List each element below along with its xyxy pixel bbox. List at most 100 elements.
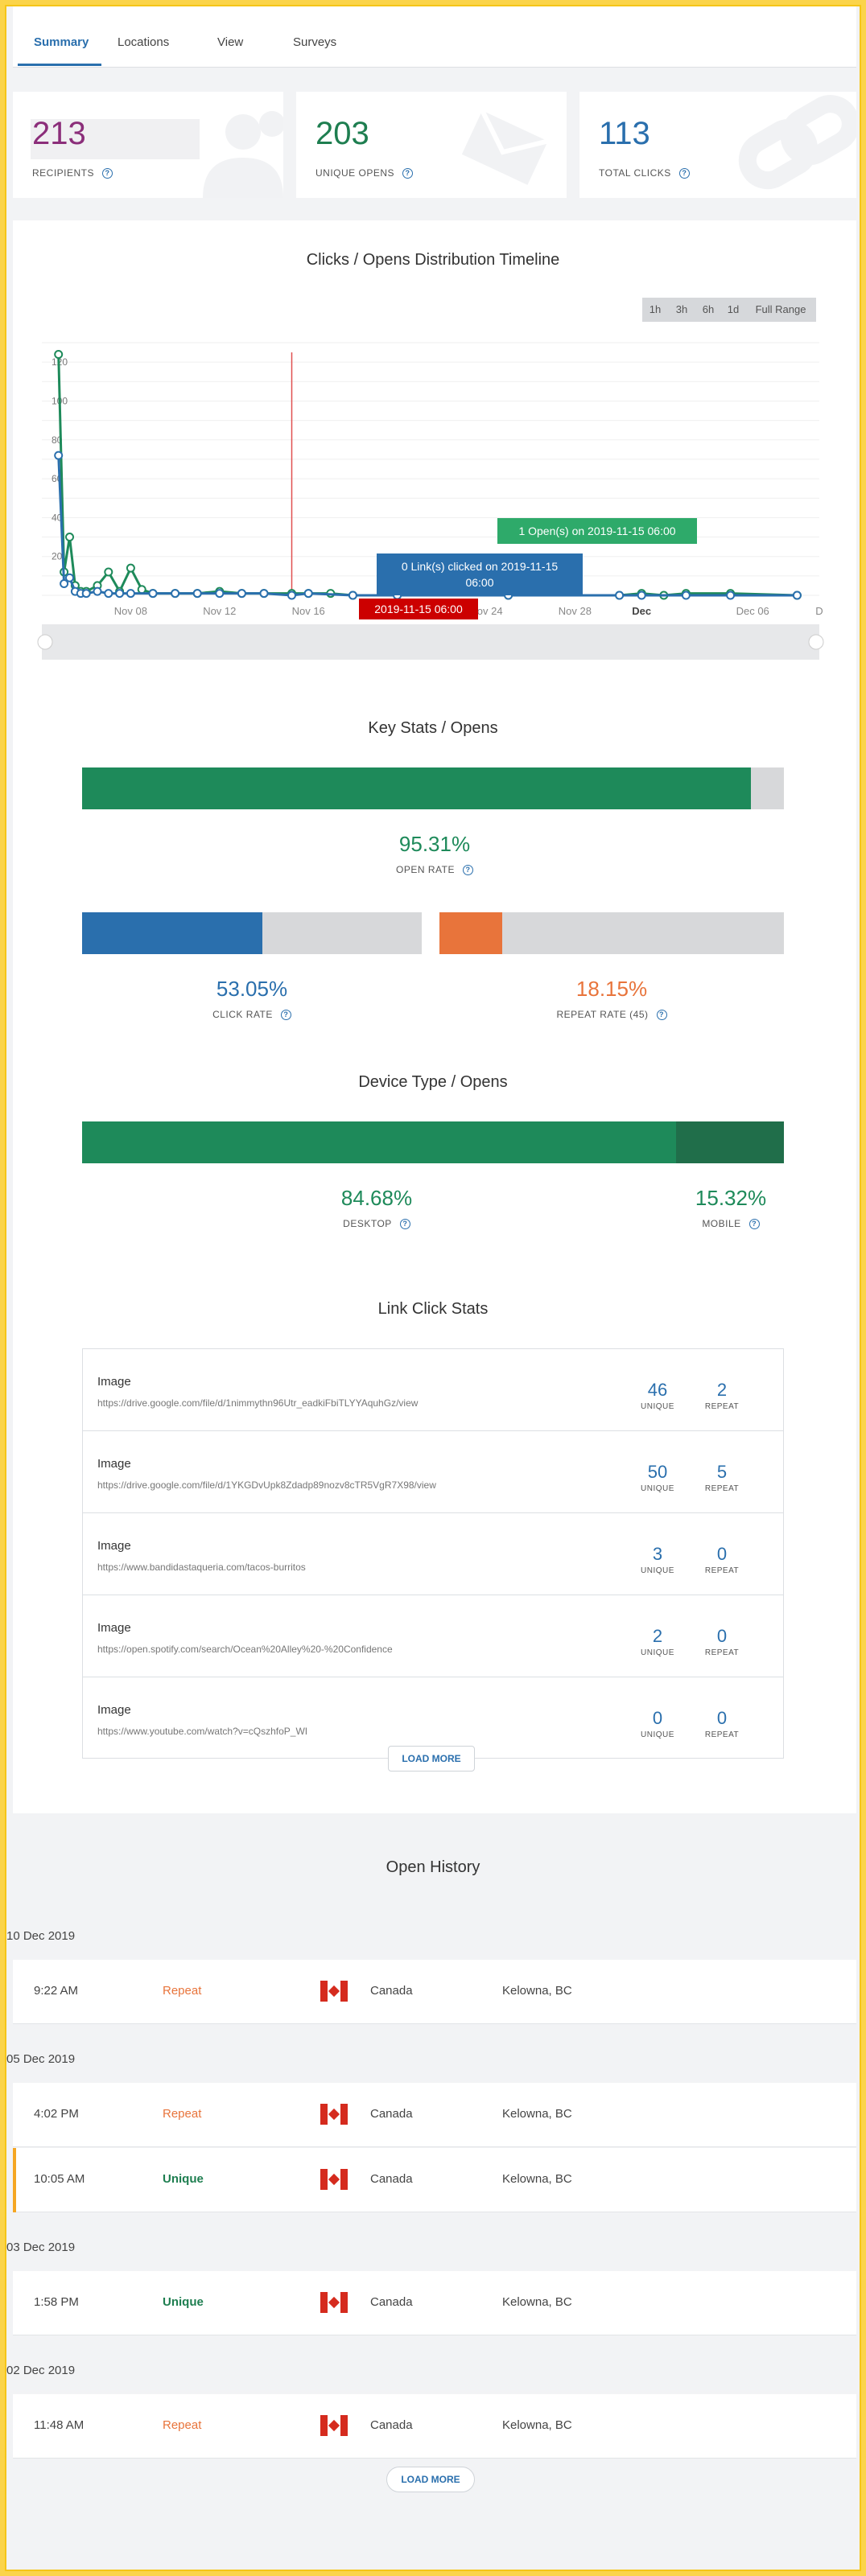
help-icon[interactable]: ? — [102, 168, 113, 179]
active-tab-indicator — [18, 64, 101, 66]
canada-flag-icon — [320, 2104, 348, 2125]
help-icon[interactable]: ? — [656, 1010, 667, 1021]
history-city: Kelowna, BC — [502, 2172, 572, 2186]
repeat-rate-label: REPEAT RATE (45)? — [439, 1009, 784, 1021]
tab-surveys[interactable]: Surveys — [293, 35, 337, 49]
key-stats-title: Key Stats / Opens — [368, 719, 498, 737]
links-load-more-button[interactable]: LOAD MORE — [388, 1746, 475, 1772]
link-repeat-label: REPEAT — [704, 1648, 740, 1657]
link-url[interactable]: https://drive.google.com/file/d/1YKGDvUp… — [97, 1479, 436, 1491]
history-country: Canada — [370, 2107, 413, 2121]
history-time: 9:22 AM — [34, 1984, 79, 1998]
range-1d-button[interactable]: 1d — [721, 298, 745, 322]
link-repeat-count: 2 — [716, 1380, 728, 1400]
link-unique-count: 0 — [652, 1708, 663, 1728]
clicks-point — [126, 589, 135, 599]
history-time: 4:02 PM — [34, 2107, 79, 2121]
link-unique-label: UNIQUE — [641, 1566, 674, 1575]
history-date: 03 Dec 2019 — [6, 2241, 76, 2254]
help-icon[interactable]: ? — [399, 1219, 410, 1230]
mobile-label: MOBILE? — [650, 1218, 811, 1230]
clicks-point — [303, 589, 313, 599]
link-row[interactable]: Image https://open.spotify.com/search/Oce… — [83, 1595, 783, 1677]
recipients-card: 213 RECIPIENTS? — [13, 92, 283, 198]
history-time: 10:05 AM — [34, 2172, 85, 2186]
link-url[interactable]: https://www.bandidastaqueria.com/tacos-b… — [97, 1562, 306, 1573]
crosshair-label: 2019-11-15 06:00 — [359, 599, 478, 619]
history-city: Kelowna, BC — [502, 2418, 572, 2432]
link-unique-count: 3 — [652, 1544, 663, 1564]
open-history-title: Open History — [386, 1858, 480, 1876]
opens-point — [104, 567, 113, 577]
clicks-point — [726, 591, 736, 600]
link-repeat-count: 0 — [716, 1626, 728, 1646]
click-rate-bar — [82, 912, 422, 954]
main-panel — [13, 220, 856, 1813]
link-icon — [738, 95, 856, 190]
help-icon[interactable]: ? — [402, 168, 414, 179]
x-tick-label: D — [815, 605, 823, 617]
click-tooltip: 0 Link(s) clicked on 2019-11-15 06:00 — [377, 553, 583, 595]
value-highlight — [31, 119, 200, 159]
clicks-point — [93, 586, 102, 596]
open-rate-fill — [82, 767, 752, 809]
help-icon[interactable]: ? — [280, 1010, 291, 1021]
history-row[interactable]: 10:05 AM Unique Canada Kelowna, BC — [13, 2148, 856, 2212]
report-frame: Summary Locations View Surveys 213 RECIP… — [5, 5, 861, 2571]
link-title: Image — [97, 1703, 131, 1717]
open-rate-value: 95.31% — [398, 832, 471, 856]
opens-point — [126, 563, 135, 573]
history-row[interactable]: 4:02 PM Repeat Canada Kelowna, BC — [13, 2083, 856, 2147]
link-row[interactable]: Image https://drive.google.com/file/d/1YK… — [83, 1431, 783, 1513]
link-repeat-label: REPEAT — [704, 1484, 740, 1493]
help-icon[interactable]: ? — [462, 865, 473, 876]
clicks-point — [237, 589, 246, 599]
history-kind: Repeat — [163, 1984, 202, 1998]
link-repeat-label: REPEAT — [704, 1402, 740, 1411]
repeat-rate-bar — [439, 912, 784, 954]
unique-opens-card: 203 UNIQUE OPENS? — [296, 92, 567, 198]
clicks-point — [65, 573, 74, 582]
navigator-left-handle — [37, 634, 53, 650]
history-row[interactable]: 9:22 AM Repeat Canada Kelowna, BC — [13, 1960, 856, 2024]
link-url[interactable]: https://drive.google.com/file/d/1nimmyth… — [97, 1397, 419, 1409]
opens-point — [137, 585, 146, 595]
link-url[interactable]: https://open.spotify.com/search/Ocean%20… — [97, 1644, 393, 1655]
range-full-button[interactable]: Full Range — [745, 298, 816, 322]
tab-summary[interactable]: Summary — [34, 35, 89, 49]
recipients-value: 213 — [32, 116, 86, 151]
help-icon[interactable]: ? — [678, 168, 690, 179]
link-row[interactable]: Image https://www.bandidastaqueria.com/ta… — [83, 1513, 783, 1595]
link-title: Image — [97, 1457, 131, 1471]
device-bar — [82, 1121, 784, 1163]
range-3h-button[interactable]: 3h — [668, 298, 695, 322]
range-1h-button[interactable]: 1h — [642, 298, 668, 322]
history-city: Kelowna, BC — [502, 2107, 572, 2121]
click-rate-label: CLICK RATE? — [82, 1009, 422, 1021]
canada-flag-icon — [320, 1981, 348, 2002]
canada-flag-icon — [320, 2292, 348, 2313]
history-load-more-button[interactable]: LOAD MORE — [386, 2467, 475, 2492]
x-tick-label: Dec 06 — [736, 605, 769, 617]
link-unique-label: UNIQUE — [641, 1402, 674, 1411]
tab-view[interactable]: View — [217, 35, 244, 49]
clicks-point — [215, 589, 225, 599]
link-url[interactable]: https://www.youtube.com/watch?v=cQszhfoP… — [97, 1726, 308, 1737]
device-title: Device Type / Opens — [358, 1073, 508, 1091]
history-row[interactable]: 11:48 AM Repeat Canada Kelowna, BC — [13, 2394, 856, 2459]
link-row[interactable]: Image https://www.youtube.com/watch?v=cQs… — [83, 1677, 783, 1759]
people-icon — [203, 111, 283, 198]
history-time: 1:58 PM — [34, 2295, 79, 2309]
range-6h-button[interactable]: 6h — [695, 298, 721, 322]
link-repeat-label: REPEAT — [704, 1566, 740, 1575]
help-icon[interactable]: ? — [748, 1219, 760, 1230]
link-row[interactable]: Image https://drive.google.com/file/d/1ni… — [83, 1349, 783, 1431]
clicks-point — [54, 451, 64, 460]
history-city: Kelowna, BC — [502, 2295, 572, 2309]
link-repeat-count: 0 — [716, 1708, 728, 1728]
canada-flag-icon — [320, 2415, 348, 2436]
range-navigator — [42, 624, 819, 660]
history-row[interactable]: 1:58 PM Unique Canada Kelowna, BC — [13, 2271, 856, 2335]
tab-locations[interactable]: Locations — [118, 35, 170, 49]
